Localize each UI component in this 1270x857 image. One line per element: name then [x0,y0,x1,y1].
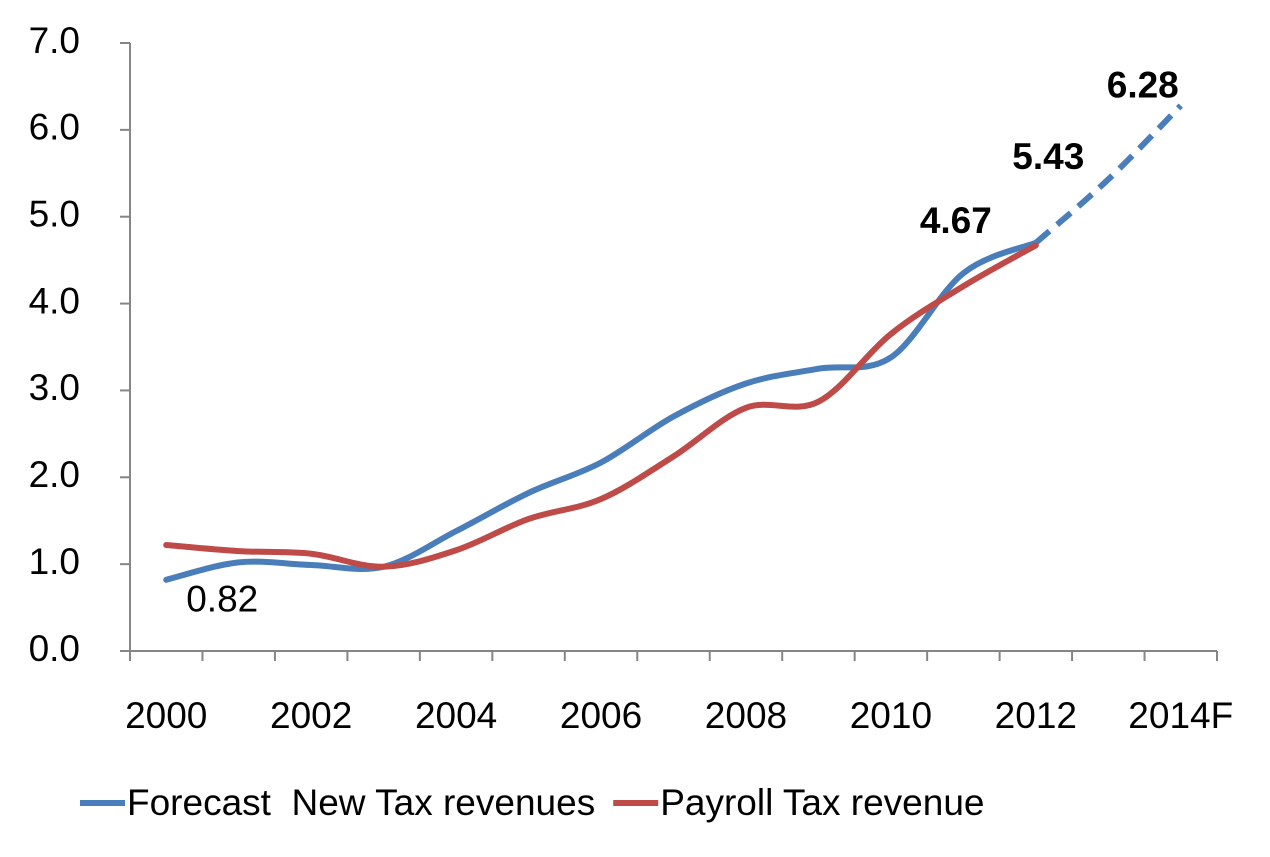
legend-label: Forecast New Tax revenues [127,782,595,823]
x-tick-label: 2006 [560,695,642,736]
legend-label: Payroll Tax revenue [660,782,984,823]
x-tick-label: 2014F [1128,695,1233,736]
x-tick-label: 2008 [705,695,787,736]
y-tick-label: 3.0 [29,367,80,408]
data-label: 0.82 [186,579,258,620]
series-line [163,239,1039,583]
series-line [1033,103,1183,246]
x-tick-label: 2012 [995,695,1077,736]
series-line [163,242,1039,570]
y-tick-label: 5.0 [29,193,80,234]
y-tick-label: 7.0 [29,20,80,61]
y-tick-label: 2.0 [29,454,80,495]
y-tick-label: 6.0 [29,107,80,148]
data-label: 6.28 [1107,64,1179,105]
x-tick-label: 2000 [125,695,207,736]
x-tick-label: 2010 [850,695,932,736]
x-tick-label: 2004 [415,695,497,736]
y-tick-label: 0.0 [29,628,80,669]
y-tick-label: 4.0 [29,280,80,321]
x-tick-label: 2002 [270,695,352,736]
y-tick-label: 1.0 [29,541,80,582]
data-label: 4.67 [920,200,992,241]
data-label: 5.43 [1012,136,1084,177]
